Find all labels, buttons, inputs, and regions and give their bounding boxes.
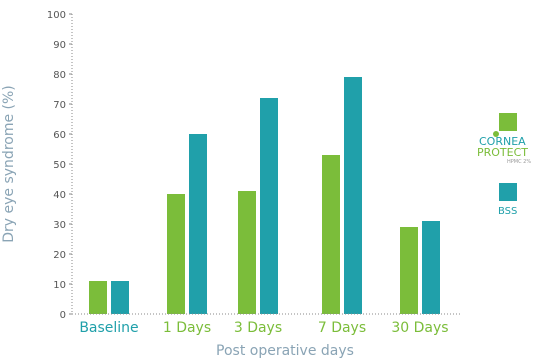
bar-cornea-protect-baseline (89, 281, 107, 314)
x-ticks-group: Baseline 1 Days 3 Days 7 Days 30 Days (79, 320, 448, 336)
y-tick-label: 50 (53, 160, 66, 171)
bar-cornea-protect-1-days (167, 194, 185, 314)
bar-cornea-protect-3-days (238, 191, 256, 314)
x-tick-label: 1 Days (163, 320, 211, 336)
bar-bss-1-days (189, 134, 207, 314)
legend-brand-line2: PROTECT (477, 146, 528, 159)
bar-cornea-protect-7-days (322, 155, 340, 314)
legend-brand-sub: HPMC 2% (507, 159, 531, 165)
x-tick-label: 3 Days (234, 320, 282, 336)
y-axis-title: Dry eye syndrome (%) (1, 85, 17, 243)
legend-brand-dot (493, 131, 499, 137)
bar-bss-baseline (111, 281, 129, 314)
y-tick-label: 70 (53, 100, 66, 111)
y-ticks-group: 0 10 20 30 40 50 60 70 80 90 100 (47, 10, 72, 321)
bar-bss-30-days (422, 221, 440, 314)
bars-group (89, 77, 440, 314)
x-axis-title: Post operative days (216, 343, 354, 359)
x-tick-label: 30 Days (391, 320, 448, 336)
y-tick-label: 90 (53, 40, 66, 51)
y-tick-label: 60 (53, 130, 66, 141)
legend-swatch-cornea-protect (499, 113, 517, 131)
x-tick-label: Baseline (79, 320, 138, 336)
x-tick-label: 7 Days (318, 320, 366, 336)
legend: CORNEA PROTECT HPMC 2% BSS (477, 113, 531, 217)
y-tick-label: 0 (60, 310, 66, 321)
y-tick-label: 20 (53, 250, 66, 261)
y-tick-label: 100 (47, 10, 66, 21)
bar-cornea-protect-30-days (400, 227, 418, 314)
legend-swatch-bss (499, 183, 517, 201)
bar-bss-7-days (344, 77, 362, 314)
legend-brand-line1: CORNEA (479, 135, 526, 148)
y-tick-label: 40 (53, 190, 66, 201)
bar-bss-3-days (260, 98, 278, 314)
y-tick-label: 10 (53, 280, 66, 291)
y-tick-label: 30 (53, 220, 66, 231)
y-tick-label: 80 (53, 70, 66, 81)
legend-label-bss: BSS (498, 206, 517, 217)
